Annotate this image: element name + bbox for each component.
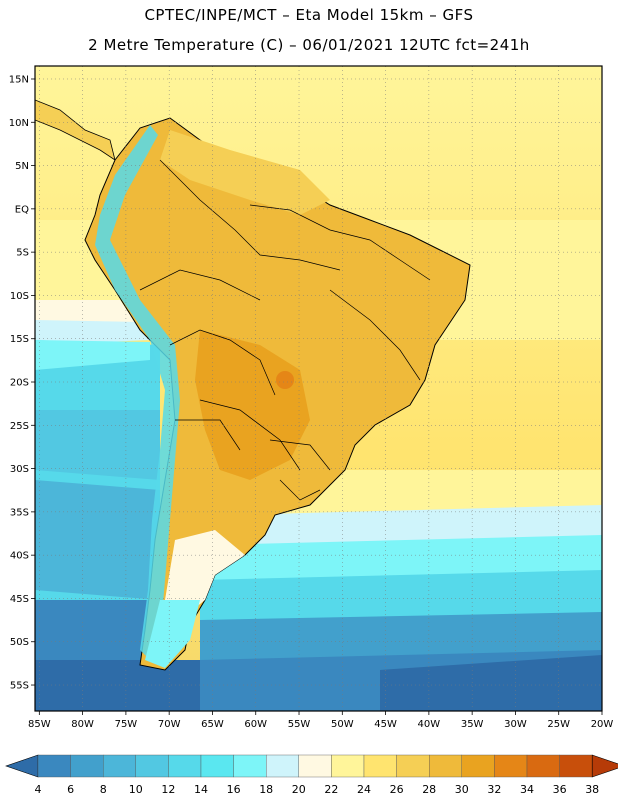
- lon-label: 50W: [331, 719, 354, 730]
- triangle-left-icon: [5, 754, 39, 778]
- lat-label: 15N: [9, 74, 29, 85]
- colorbar-segment: [70, 754, 104, 778]
- colorbar-label: 10: [129, 783, 143, 796]
- colorbar-label: 24: [357, 783, 371, 796]
- lat-label: 15S: [10, 334, 29, 345]
- colorbar-label: 12: [161, 783, 175, 796]
- lat-label: 35S: [10, 507, 29, 518]
- map-field: [35, 66, 602, 711]
- colorbar-label: 16: [227, 783, 241, 796]
- colorbar-label: 34: [520, 783, 534, 796]
- colorbar-label: 38: [585, 783, 599, 796]
- colorbar-label: 36: [553, 783, 567, 796]
- lon-label: 60W: [244, 719, 267, 730]
- lon-label: 70W: [158, 719, 181, 730]
- grid-lines: [35, 66, 603, 711]
- colorbar-segment: [266, 754, 300, 778]
- lat-label: 10S: [10, 291, 29, 302]
- lon-label: 20W: [591, 719, 614, 730]
- lat-label: 5S: [16, 248, 29, 259]
- colorbar-segment: [37, 754, 71, 778]
- colorbar-label: 30: [455, 783, 469, 796]
- colorbar-label: 32: [487, 783, 501, 796]
- colorbar-label: 18: [259, 783, 273, 796]
- title-line-2: 2 Metre Temperature (C) – 06/01/2021 12U…: [88, 36, 530, 54]
- lat-label: 25S: [10, 421, 29, 432]
- title-line-1: CPTEC/INPE/MCT – Eta Model 15km – GFS: [144, 6, 474, 24]
- colorbar-label: 4: [35, 783, 42, 796]
- colorbar-label: 14: [194, 783, 208, 796]
- lon-label: 65W: [201, 719, 224, 730]
- lat-label: 30S: [10, 464, 29, 475]
- ocean-band-10-west: [35, 480, 160, 600]
- lon-label: 40W: [418, 719, 441, 730]
- ocean-band-4-atl: [380, 655, 602, 711]
- colorbar-segment: [559, 754, 593, 778]
- colorbar: 4 6 8 10 12 14 16 18 20 22 24 26 28 30 32 34 36 38: [5, 754, 618, 796]
- colorbar-segment: [298, 754, 332, 778]
- colorbar-segment: [526, 754, 560, 778]
- colorbar-segment: [461, 754, 495, 778]
- lon-label: 45W: [374, 719, 397, 730]
- lat-label: 40S: [10, 551, 29, 562]
- patagonia-mild: [165, 530, 245, 620]
- colorbar-segment: [233, 754, 267, 778]
- hot-spot: [276, 371, 294, 389]
- colorbar-segment: [168, 754, 202, 778]
- lon-label: 25W: [547, 719, 570, 730]
- colorbar-label: 22: [324, 783, 338, 796]
- colorbar-segment: [200, 754, 234, 778]
- lon-label: 35W: [461, 719, 484, 730]
- lat-label: 5N: [15, 161, 29, 172]
- colorbar-label: 26: [390, 783, 404, 796]
- ocean-band-18-west: [35, 340, 150, 370]
- lat-axis: 15N 10N 5N EQ 5S 10S 15S 20S 25S 30S 35S 40S 45S 50S 5…: [9, 74, 35, 692]
- colorbar-label: 8: [100, 783, 107, 796]
- colorbar-label: 20: [292, 783, 306, 796]
- colorbar-segment: [429, 754, 463, 778]
- triangle-right-icon: [591, 754, 618, 778]
- colorbar-segment: [135, 754, 169, 778]
- lon-axis: 85W 80W 75W 70W 65W 60W 55W 50W 45W 40W 35W 30W 25W 2…: [28, 711, 613, 730]
- patagonia-cool: [145, 600, 200, 668]
- colorbar-segment: [363, 754, 397, 778]
- ocean-band-4-sw: [35, 660, 200, 711]
- colorbar-label: 28: [422, 783, 436, 796]
- lat-label: 45S: [10, 594, 29, 605]
- lon-label: 85W: [28, 719, 51, 730]
- colorbar-segment: [331, 754, 365, 778]
- ocean-band-12-west: [35, 410, 160, 480]
- lon-label: 75W: [115, 719, 138, 730]
- map-frame: [34, 65, 603, 712]
- country-borders: [139, 159, 431, 501]
- north-band: [160, 130, 330, 215]
- colorbar-segment: [102, 754, 136, 778]
- colorbar-segment: [494, 754, 528, 778]
- lat-label: EQ: [15, 204, 29, 215]
- lon-label: 80W: [71, 719, 94, 730]
- andes-cold: [95, 125, 180, 660]
- lon-label: 30W: [504, 719, 527, 730]
- lat-label: 10N: [9, 118, 29, 129]
- lat-label: 55S: [10, 681, 29, 692]
- lat-label: 50S: [10, 637, 29, 648]
- colorbar-segment: [396, 754, 430, 778]
- lat-label: 20S: [10, 378, 29, 389]
- colorbar-label: 6: [67, 783, 74, 796]
- lon-label: 55W: [288, 719, 311, 730]
- central-america: [35, 99, 116, 161]
